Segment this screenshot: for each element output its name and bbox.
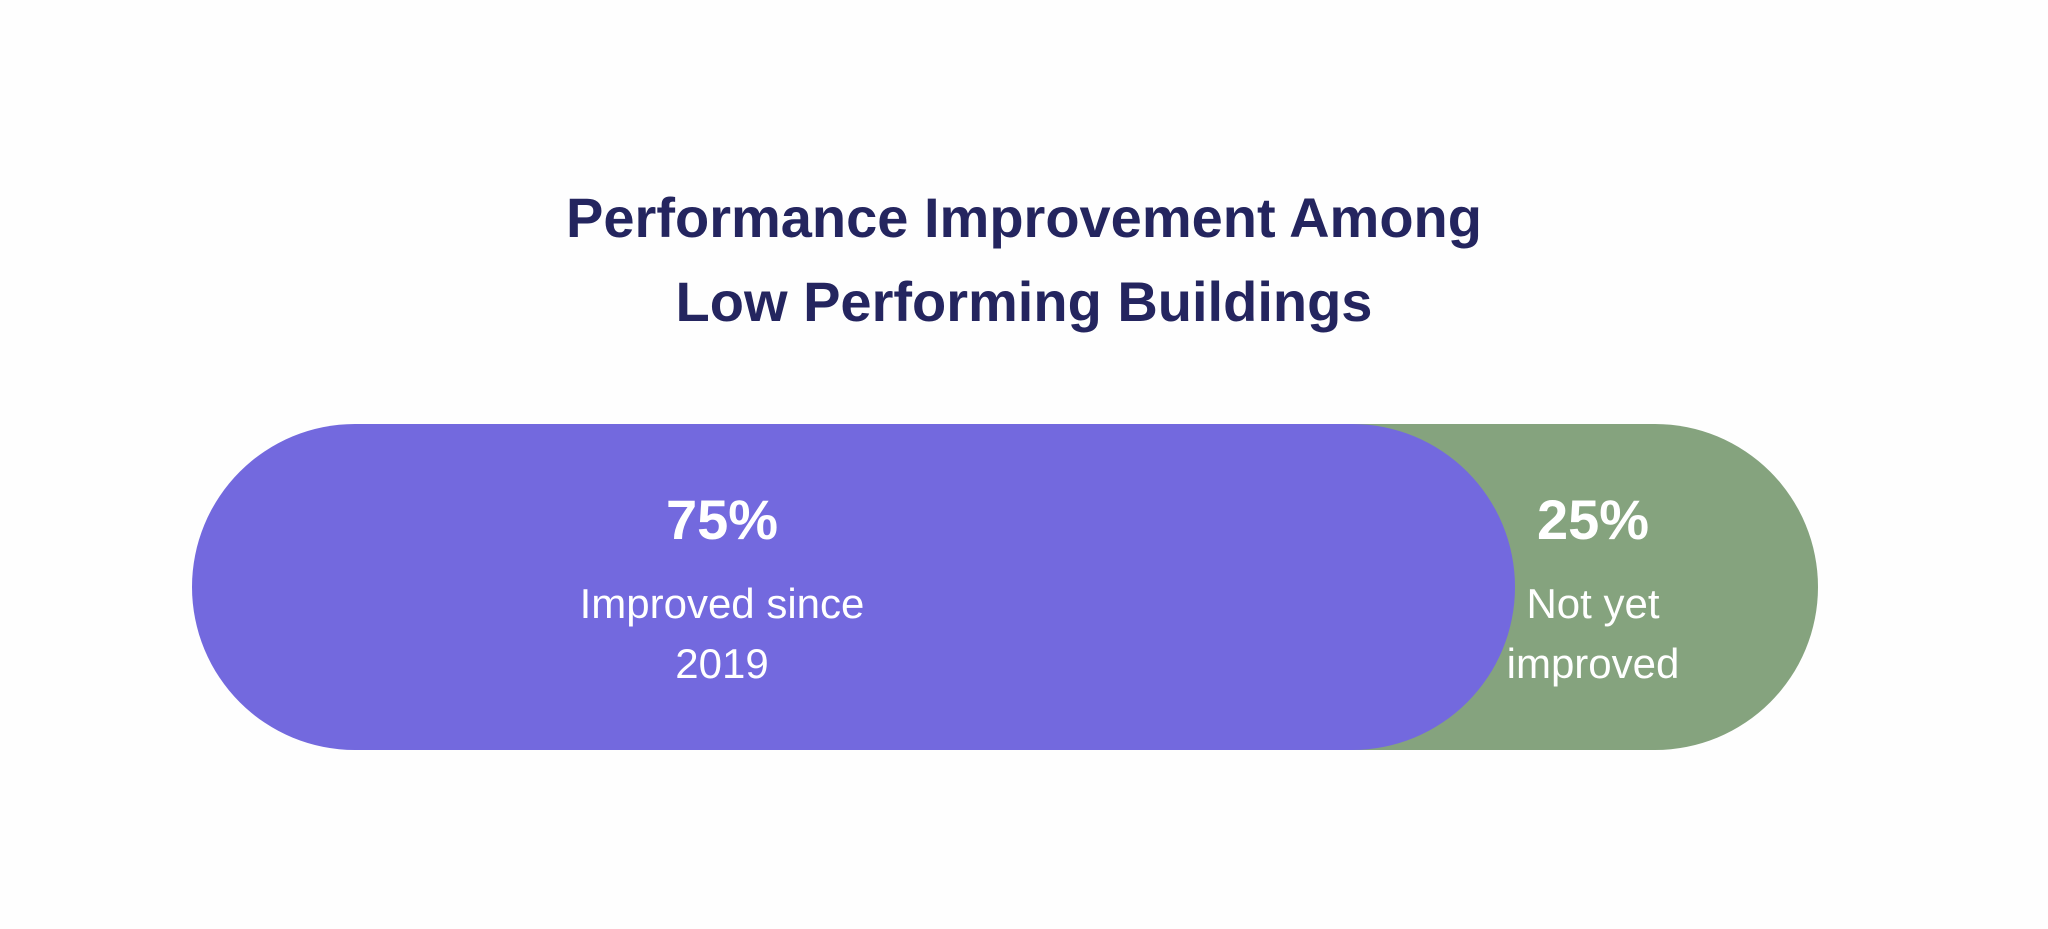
chart-title: Performance Improvement Among Low Perfor… — [0, 176, 2048, 344]
value-label: 75% — [665, 488, 779, 551]
segment-label-improved: 75% Improved since 2019 — [472, 490, 972, 694]
category-label-line-1: Not yet — [1526, 580, 1660, 627]
bar-segment-improved — [192, 424, 1515, 750]
segment-label-not-improved: 25% Not yet improved — [1343, 490, 1843, 694]
value-label: 25% — [1536, 488, 1650, 551]
title-line-2: Low Performing Buildings — [675, 270, 1373, 333]
category-label-line-1: Improved since — [579, 580, 865, 627]
category-label-line-2: improved — [1506, 640, 1680, 687]
title-line-1: Performance Improvement Among — [566, 186, 1482, 249]
category-label-line-2: 2019 — [675, 640, 769, 687]
